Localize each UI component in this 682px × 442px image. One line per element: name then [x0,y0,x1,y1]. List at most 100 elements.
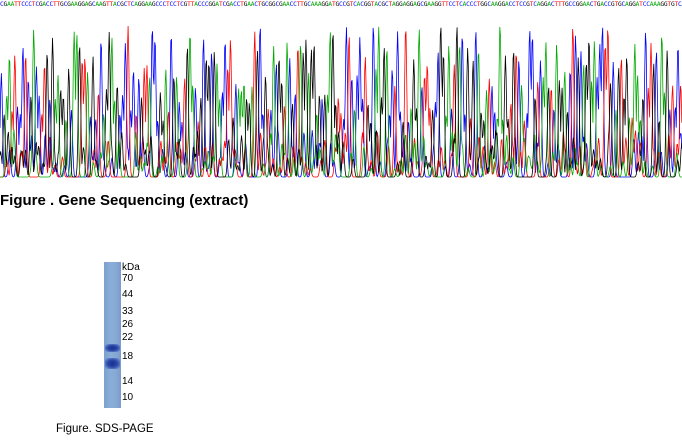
base-call: T [561,1,565,8]
gel-lane [104,262,121,408]
base-call: G [141,1,145,8]
mw-marker-10: 10 [122,392,134,403]
base-call: A [504,1,509,8]
base-call: G [278,1,283,8]
base-call: C [49,1,53,8]
base-call: A [490,1,495,8]
base-call: C [420,1,424,8]
base-call: G [151,1,156,8]
protein-band-lower [105,358,120,369]
base-call: A [148,1,152,8]
mw-marker-44: 44 [122,289,134,300]
base-call: C [169,1,174,8]
base-call: T [593,1,597,8]
base-call: T [667,1,671,8]
base-call: A [356,1,361,8]
base-call: T [557,1,562,8]
base-call: C [550,1,555,8]
base-call: T [331,1,336,8]
base-call: A [247,1,251,8]
base-call: G [596,1,601,8]
base-call: C [123,1,128,8]
base-call: T [614,1,618,8]
base-call: C [589,1,594,8]
base-call: G [137,1,142,8]
base-call: A [42,1,46,8]
base-call: A [286,1,290,8]
base-call: G [243,1,248,8]
base-call: C [607,1,611,8]
base-call: C [21,1,25,8]
base-call: A [134,1,138,8]
base-call: C [646,1,650,8]
protein-band-upper [105,344,120,352]
base-call: C [35,1,39,8]
base-call: T [56,1,61,8]
base-call: G [211,1,216,8]
base-call: G [617,1,622,8]
base-call: G [575,1,580,8]
base-call: G [543,1,548,8]
base-call: A [70,1,75,8]
base-call: T [52,1,57,8]
base-call: A [328,1,332,8]
base-call: G [660,1,664,8]
base-call: G [271,1,276,8]
base-call: C [155,1,159,8]
base-call: C [473,1,477,8]
base-call: C [353,1,357,8]
base-call: A [317,1,322,8]
base-call: G [540,1,544,8]
base-call: G [565,1,569,8]
base-call: C [289,1,294,8]
base-call: A [582,1,587,8]
base-call: C [201,1,205,8]
base-call: C [91,1,96,8]
base-call: G [363,1,368,8]
base-call: C [384,1,389,8]
base-call: C [173,1,177,8]
base-call: C [519,1,523,8]
base-call: C [522,1,527,8]
base-call: G [324,1,329,8]
base-call: G [610,1,615,8]
base-call: T [639,1,643,8]
sequencing-chromatogram [0,25,682,178]
base-call: A [10,1,15,8]
base-call-sequence: CGAATTCCCTCGACCTTGCGAAGGAGCAAGTTACGCTCAG… [0,0,682,10]
base-call: G [102,1,106,8]
base-call: T [31,1,36,8]
base-call: C [678,1,682,8]
mw-marker-33: 33 [122,306,134,317]
mw-marker-22: 22 [122,332,134,343]
base-call: G [38,1,43,8]
base-call: A [586,1,590,8]
base-call: T [296,1,301,8]
base-call: T [300,1,304,8]
base-call: G [381,1,385,8]
base-call: A [250,1,255,8]
base-call: G [208,1,212,8]
base-call: A [649,1,654,8]
base-call: C [508,1,513,8]
base-call: T [515,1,520,8]
base-call: G [3,1,8,8]
base-call: C [116,1,121,8]
base-call: T [218,1,223,8]
mw-marker-26: 26 [122,319,134,330]
base-call: T [127,1,131,8]
base-call: G [183,1,188,8]
base-call: C [236,1,241,8]
base-call: C [45,1,50,8]
base-call: C [275,1,279,8]
base-call: A [229,1,234,8]
base-call: A [656,1,661,8]
base-call: C [469,1,474,8]
base-call: G [579,1,583,8]
base-call: T [444,1,449,8]
base-call: C [293,1,297,8]
base-call: A [215,1,219,8]
base-call: C [377,1,382,8]
base-call: T [240,1,244,8]
base-call: T [14,1,18,8]
